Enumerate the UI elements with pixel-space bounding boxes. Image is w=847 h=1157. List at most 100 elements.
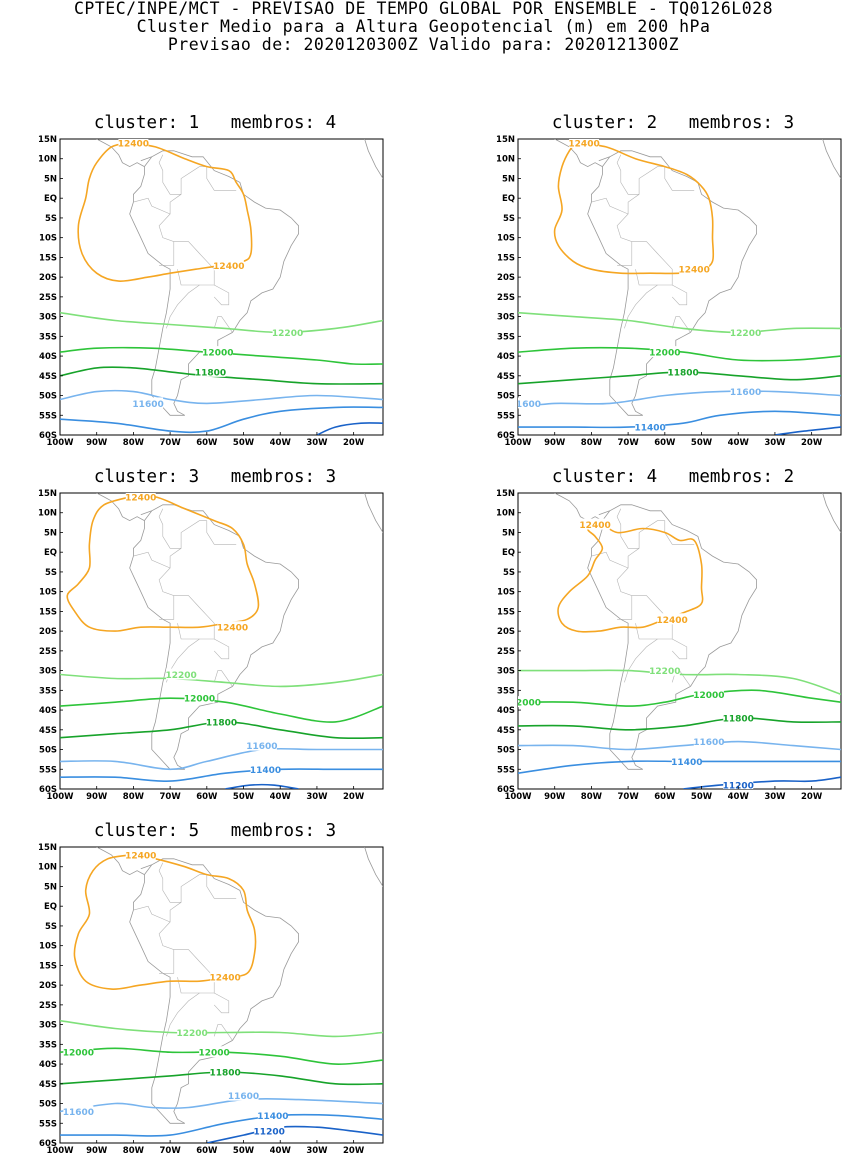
- contour-label: 11200: [723, 782, 754, 792]
- coastline: [96, 139, 145, 168]
- contour-label: 12400: [679, 266, 710, 276]
- contour-label-bg: [649, 664, 680, 676]
- map-panel-cluster-1: cluster: 1 membros: 4 12400 12400 12200 120…: [0, 112, 384, 448]
- lon-tick-label: 80W: [581, 438, 603, 448]
- map-panel-cluster-3: cluster: 3 membros: 3 12400 12400 12200 120…: [0, 466, 384, 802]
- contour-label-bg: [125, 848, 156, 860]
- contour-label: 12200: [176, 1029, 207, 1039]
- map-frame: [517, 492, 842, 790]
- contour-label-bg: [199, 1046, 230, 1058]
- contour-label-bg: [210, 1065, 241, 1077]
- contour-label: 11400: [257, 1112, 288, 1122]
- contour-label-bg: [723, 711, 754, 723]
- contour-label: 11600: [228, 1092, 259, 1102]
- header-line-3: Previsao de: 2020120300Z Valido para: 20…: [167, 35, 680, 54]
- lat-tick-label: 15N: [496, 135, 515, 145]
- contour-label: 11800: [195, 368, 226, 378]
- panel-title: cluster: 5 membros: 3: [93, 821, 337, 841]
- lon-tick-label: 50W: [233, 792, 255, 802]
- lat-tick-label: 10N: [496, 155, 515, 165]
- contour-line-11200: [683, 776, 841, 789]
- contour-label: 12400: [579, 521, 610, 531]
- contour-label-bg: [693, 688, 724, 700]
- lon-tick-label: 30W: [764, 438, 786, 448]
- contour-label-bg: [63, 1105, 94, 1117]
- lat-tick-label: EQ: [44, 548, 57, 558]
- country-border: [616, 154, 640, 195]
- contour-label: 12000: [510, 699, 541, 709]
- contour-label-bg: [118, 139, 149, 148]
- lon-tick-label: 60W: [654, 792, 676, 802]
- contour-label: 11200: [254, 1128, 285, 1138]
- lat-tick-label: 50S: [497, 392, 515, 402]
- country-border: [133, 905, 171, 923]
- lat-tick-label: 20S: [39, 981, 57, 991]
- contour-label: 12000: [202, 349, 233, 359]
- lat-tick-label: 30S: [39, 313, 57, 323]
- lat-tick-label: 5N: [44, 174, 57, 184]
- contour-label-bg: [133, 397, 164, 409]
- country-border: [166, 284, 200, 329]
- lon-tick-label: 60W: [196, 1146, 218, 1156]
- map-panel-cluster-4: cluster: 4 membros: 2 12400 12400 12200 120…: [458, 466, 842, 802]
- lon-tick-label: 90W: [86, 792, 108, 802]
- lon-tick-label: 90W: [86, 438, 108, 448]
- contour-label-bg: [668, 365, 699, 377]
- country-border: [213, 638, 230, 660]
- contour-label-bg: [518, 397, 541, 409]
- lat-tick-label: 5S: [45, 922, 57, 932]
- contour-line-11800: [518, 717, 841, 731]
- lon-tick-label: 90W: [544, 438, 566, 448]
- country-border: [133, 197, 171, 215]
- contour-label-bg: [246, 739, 277, 751]
- contour-label: 12000: [649, 349, 680, 359]
- lat-tick-label: 5N: [44, 882, 57, 892]
- lat-tick-label: 45S: [497, 372, 515, 382]
- contour-label-bg: [250, 763, 281, 775]
- lat-tick-label: 15S: [39, 607, 57, 617]
- lon-tick-label: 100W: [46, 438, 74, 448]
- lat-tick-label: 50S: [39, 392, 57, 402]
- country-border: [213, 284, 230, 306]
- contour-label: 11600: [730, 388, 761, 398]
- map-panel-cluster-5: cluster: 5 membros: 3 12400 12400 12200 120…: [0, 820, 384, 1156]
- country-border: [671, 638, 688, 660]
- lat-tick-label: 30S: [497, 667, 515, 677]
- country-border: [133, 551, 171, 569]
- contour-label: 12400: [217, 624, 248, 634]
- country-border: [173, 595, 215, 640]
- coastline: [822, 493, 841, 533]
- lat-tick-label: 5S: [503, 568, 515, 578]
- country-border: [671, 316, 691, 333]
- lon-tick-label: 20W: [343, 792, 365, 802]
- lat-tick-label: 25S: [39, 293, 57, 303]
- header-line-2: Cluster Medio para a Altura Geopotencial…: [136, 17, 711, 36]
- map-panel-cluster-2: cluster: 2 membros: 3 12400 12400 12200 120…: [458, 112, 842, 448]
- lat-tick-label: 30S: [39, 1021, 57, 1031]
- lon-tick-label: 70W: [618, 792, 640, 802]
- lon-tick-label: 60W: [196, 792, 218, 802]
- country-border: [206, 166, 237, 191]
- contour-label: 11600: [246, 742, 277, 752]
- contour-label: 12400: [568, 139, 599, 149]
- contour-line-12200: [60, 673, 383, 688]
- contour-line-11400: [60, 1113, 383, 1137]
- lat-tick-label: 60S: [39, 431, 57, 441]
- contour-label: 12200: [649, 667, 680, 677]
- contour-label: 11800: [723, 714, 754, 724]
- contour-line-11600: [60, 1098, 383, 1113]
- panel-title: cluster: 1 membros: 4: [93, 113, 337, 133]
- lat-tick-label: 10N: [38, 509, 57, 519]
- contour-label: 12000: [199, 1049, 230, 1059]
- lon-tick-label: 20W: [801, 438, 823, 448]
- contour-label-bg: [228, 1089, 259, 1101]
- lat-tick-label: 10S: [39, 942, 57, 952]
- contour-label: 11400: [250, 766, 281, 776]
- contour-line-11600: [60, 747, 383, 771]
- contour-line-11200: [316, 422, 383, 435]
- contour-label: 12400: [118, 139, 149, 149]
- coastline: [364, 847, 383, 887]
- lat-tick-label: 60S: [497, 785, 515, 795]
- contour-label: 11600: [132, 400, 163, 410]
- lat-tick-label: 20S: [497, 273, 515, 283]
